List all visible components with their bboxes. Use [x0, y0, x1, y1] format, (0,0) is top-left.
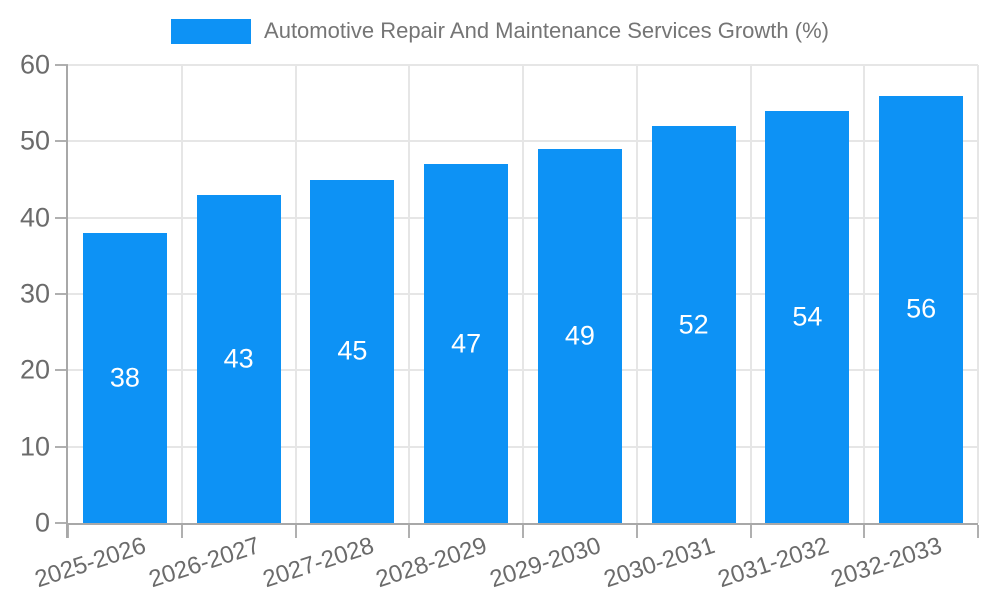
y-tick-label: 20 — [19, 354, 50, 385]
y-tick-label: 10 — [19, 431, 50, 462]
x-axis-line — [66, 523, 978, 525]
bar-value-label: 49 — [564, 320, 595, 351]
x-tick-label: 2032-2033 — [827, 532, 946, 594]
gridline — [408, 65, 411, 523]
bar[interactable] — [310, 179, 395, 523]
x-tick-mark — [635, 525, 638, 538]
y-tick-mark — [55, 64, 68, 66]
bar-value-label: 56 — [906, 293, 937, 324]
bar-value-label: 52 — [678, 309, 709, 340]
bar-value-label: 38 — [109, 362, 140, 393]
y-tick-mark — [55, 216, 68, 219]
y-tick-mark — [55, 140, 68, 143]
gridline — [749, 65, 752, 523]
bar[interactable] — [765, 110, 850, 523]
y-tick-label: 40 — [19, 202, 50, 233]
bar[interactable] — [424, 164, 509, 523]
chart-legend[interactable]: Automotive Repair And Maintenance Servic… — [0, 18, 1000, 44]
x-tick-mark — [67, 525, 69, 538]
bar-value-label: 47 — [451, 328, 482, 359]
bar[interactable] — [196, 194, 281, 523]
gridline — [977, 65, 979, 523]
x-tick-mark — [977, 525, 979, 538]
gridline — [294, 65, 297, 523]
legend-swatch — [171, 18, 252, 44]
y-tick-mark — [55, 293, 68, 295]
bar-value-label: 45 — [337, 335, 368, 366]
x-tick-mark — [180, 525, 183, 538]
x-tick-label: 2031-2032 — [714, 532, 832, 594]
bar[interactable] — [82, 232, 167, 523]
x-tick-label: 2027-2028 — [259, 532, 377, 594]
x-tick-label: 2028-2029 — [372, 532, 491, 594]
y-tick-mark — [55, 522, 68, 524]
x-tick-mark — [522, 525, 524, 538]
y-tick-mark — [55, 445, 68, 448]
chart-title: Automotive Repair And Maintenance Servic… — [264, 18, 829, 43]
bar[interactable] — [537, 148, 622, 523]
gridline — [635, 65, 638, 523]
x-tick-label: 2025-2026 — [31, 532, 150, 594]
x-tick-mark — [863, 525, 866, 538]
y-axis-line — [66, 65, 68, 538]
y-tick-mark — [55, 369, 68, 372]
bar-value-label: 54 — [792, 301, 823, 332]
x-tick-mark — [294, 525, 297, 538]
y-tick-label: 60 — [19, 49, 50, 80]
bar-value-label: 43 — [223, 343, 254, 374]
x-tick-mark — [749, 525, 752, 538]
y-tick-label: 0 — [34, 507, 50, 538]
y-tick-label: 30 — [19, 278, 50, 309]
x-tick-mark — [408, 525, 411, 538]
bar[interactable] — [651, 126, 736, 523]
x-tick-label: 2030-2031 — [600, 532, 718, 594]
x-tick-label: 2026-2027 — [145, 532, 263, 594]
gridline — [180, 65, 183, 523]
y-tick-label: 50 — [19, 125, 50, 156]
bar[interactable] — [879, 95, 964, 523]
x-tick-label: 2029-2030 — [486, 532, 605, 594]
gridline — [522, 65, 524, 523]
gridline — [863, 65, 866, 523]
